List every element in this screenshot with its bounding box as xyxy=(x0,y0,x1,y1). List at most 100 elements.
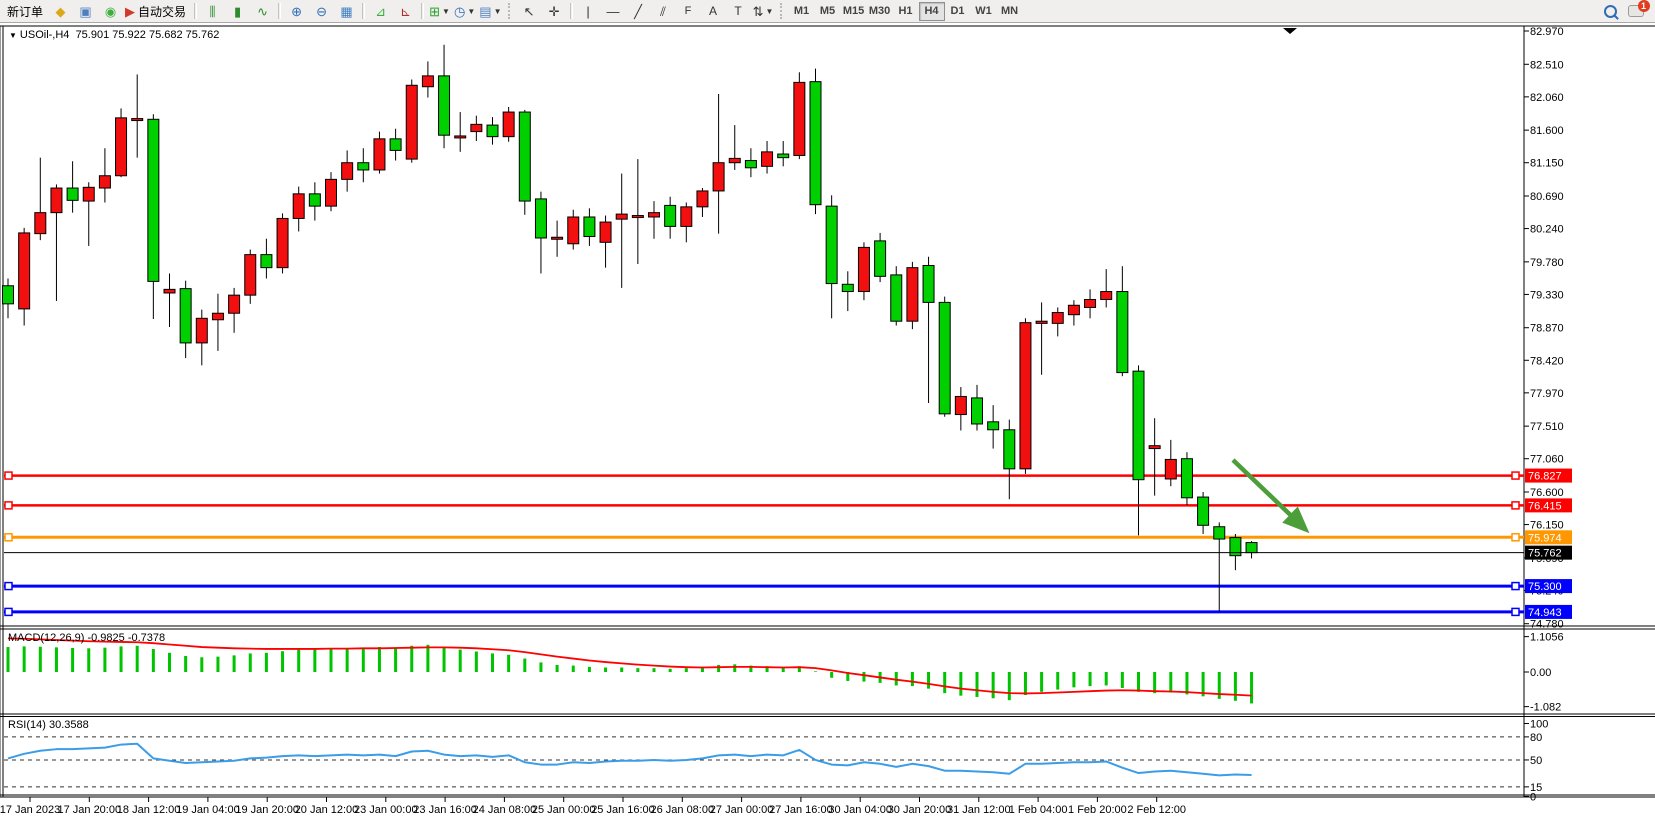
notifications-button[interactable]: 1 xyxy=(1624,0,1650,22)
macd-bar xyxy=(1023,672,1027,696)
chart-canvas[interactable]: 82.970 82.510 82.060 81.600 81.150 80.690 80.2… xyxy=(0,23,1655,825)
candle-body xyxy=(680,206,693,227)
candle-body xyxy=(276,217,289,269)
macd-bar xyxy=(943,672,947,694)
macd-bar xyxy=(1185,672,1189,695)
trend-arrow-annotation[interactable] xyxy=(1231,458,1310,534)
macd-bar xyxy=(200,657,204,672)
time-tick-label: 24 Jan 08:00 xyxy=(473,804,537,816)
chart-ohlc: 75.901 75.922 75.682 75.762 xyxy=(75,29,220,41)
line-chart-icon: ∿ xyxy=(257,3,268,19)
candle-body xyxy=(66,187,79,201)
trendline-tool[interactable]: ╱ xyxy=(627,1,650,22)
horizontal-line-tool[interactable]: — xyxy=(602,1,625,22)
macd-bar xyxy=(87,648,91,672)
auto-trading-button[interactable]: ▶ 自动交易 xyxy=(124,1,190,22)
zoom-in-icon: ⊕ xyxy=(291,3,302,19)
zoom-out-button[interactable]: ⊖ xyxy=(310,1,333,22)
macd-bar xyxy=(507,654,511,672)
tf-button-M1[interactable]: M1 xyxy=(793,5,810,17)
macd-bar xyxy=(1056,672,1060,690)
separator xyxy=(421,3,425,19)
toolbar-grip[interactable] xyxy=(779,3,785,19)
hline-anchor[interactable] xyxy=(1511,471,1520,480)
zoom-in-button[interactable]: ⊕ xyxy=(285,1,308,22)
broadcast-icon: ◉ xyxy=(104,3,117,19)
signal-icon[interactable]: ◉ xyxy=(99,1,122,22)
price-tick-label: 80.240 xyxy=(1530,224,1564,236)
macd-bar xyxy=(620,667,624,672)
templates-button[interactable]: ▤ ▼ xyxy=(478,1,502,22)
candlestick-chart-type-button[interactable]: ▮ xyxy=(226,1,249,22)
macd-bar xyxy=(491,653,494,672)
macd-bar xyxy=(814,671,817,672)
crosshair-tool-button[interactable]: ✛ xyxy=(543,1,566,22)
separator xyxy=(362,3,366,19)
scroll-end-marker-icon[interactable] xyxy=(1283,28,1297,34)
candle-body xyxy=(744,160,757,169)
text-label-tool[interactable]: T xyxy=(727,1,750,22)
candle-body xyxy=(50,187,63,214)
hline-anchor[interactable] xyxy=(4,533,13,542)
tf-button-M30[interactable]: M30 xyxy=(868,5,891,17)
tf-button-M5[interactable]: M5 xyxy=(819,5,836,17)
price-tick-label: 82.510 xyxy=(1530,59,1564,71)
macd-bar xyxy=(232,655,236,672)
tf-button-W1[interactable]: W1 xyxy=(975,5,992,17)
symbol-dropdown-icon[interactable]: ▼ xyxy=(9,31,17,40)
channel-tool[interactable]: ⫽ xyxy=(652,1,675,22)
zoom-out-icon: ⊖ xyxy=(316,3,327,19)
macd-bar xyxy=(426,644,430,672)
chart-shift-button[interactable]: ⊾ xyxy=(394,1,417,22)
tf-button-MN[interactable]: MN xyxy=(1000,5,1019,17)
tf-button-D1[interactable]: D1 xyxy=(950,5,965,17)
price-tick-label: 81.600 xyxy=(1530,125,1564,137)
bar-chart-type-button[interactable]: ⫼ xyxy=(201,1,224,22)
tf-button-M15[interactable]: M15 xyxy=(842,5,865,17)
macd-scale-label: 1.1056 xyxy=(1530,632,1564,644)
tf-button-H1[interactable]: H1 xyxy=(898,5,913,17)
time-tick-label: 30 Jan 20:00 xyxy=(888,804,952,816)
candle-body xyxy=(1197,496,1210,526)
new-order-button[interactable]: 新订单 xyxy=(7,4,44,19)
candle-body xyxy=(728,157,741,164)
candle-body xyxy=(470,123,483,133)
macd-bar xyxy=(394,647,398,672)
fibonacci-tool[interactable]: F xyxy=(677,1,700,22)
candle-body xyxy=(890,274,903,322)
candle-body xyxy=(1245,542,1258,554)
price-tick-label: 76.600 xyxy=(1530,487,1564,499)
add-indicator-button[interactable]: ⊞ ▼ xyxy=(428,1,451,22)
candle-body xyxy=(405,84,418,160)
hline-anchor[interactable] xyxy=(4,501,13,510)
candle-body xyxy=(308,193,321,207)
hline-anchor[interactable] xyxy=(4,581,13,591)
candle-body xyxy=(518,111,531,202)
macd-bar xyxy=(216,656,220,672)
tile-windows-button[interactable]: ▦ xyxy=(335,1,358,22)
price-tick-label: 80.690 xyxy=(1530,191,1564,203)
hline-anchor[interactable] xyxy=(1511,607,1520,617)
hline-anchor[interactable] xyxy=(4,607,13,617)
modify-order-icon[interactable]: ◆ xyxy=(49,1,72,22)
vertical-line-tool[interactable]: | xyxy=(577,1,600,22)
macd-bar xyxy=(264,652,268,672)
hline-anchor[interactable] xyxy=(4,471,13,480)
auto-scroll-button[interactable]: ⊿ xyxy=(369,1,392,22)
time-tick-label: 17 Jan 20:00 xyxy=(57,804,121,816)
hline-anchor[interactable] xyxy=(1511,533,1520,542)
arrows-tool[interactable]: ⇅ ▼ xyxy=(752,1,775,22)
periods-button[interactable]: ◷ ▼ xyxy=(453,1,476,22)
terminal-window-icon[interactable]: ▣ xyxy=(74,1,97,22)
tf-button-H4[interactable]: H4 xyxy=(918,1,945,21)
cursor-tool-button[interactable]: ↖ xyxy=(518,1,541,22)
macd-bar xyxy=(1088,672,1092,687)
toolbar-grip[interactable] xyxy=(507,3,513,19)
hline-anchor[interactable] xyxy=(1511,501,1520,510)
chart-area[interactable]: ▼ USOil-,H4 75.901 75.922 75.682 75.762 M… xyxy=(0,23,1655,825)
search-button[interactable] xyxy=(1599,1,1622,22)
line-chart-type-button[interactable]: ∿ xyxy=(251,1,274,22)
candlestick-icon: ▮ xyxy=(233,3,242,19)
hline-anchor[interactable] xyxy=(1511,581,1520,591)
text-tool[interactable]: A xyxy=(702,1,725,22)
